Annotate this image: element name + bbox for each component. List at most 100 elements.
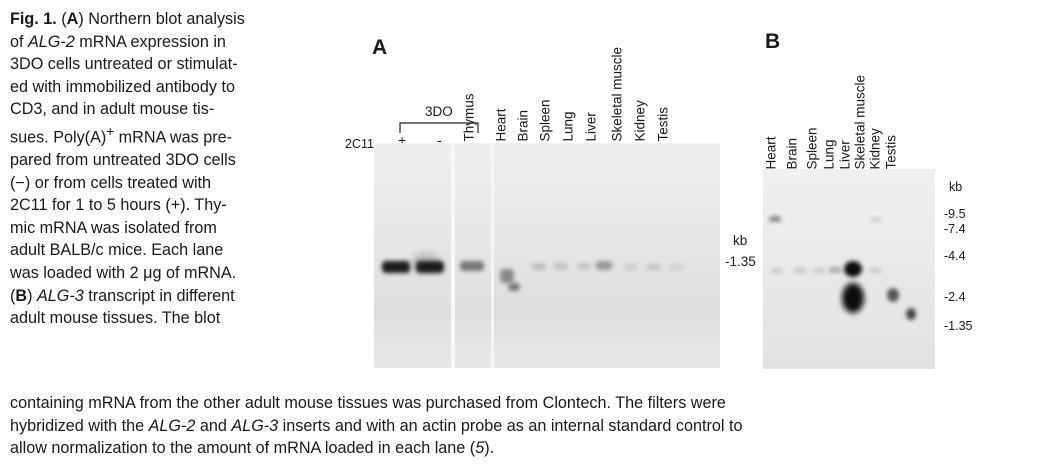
group-bracket bbox=[399, 122, 479, 133]
caption-segment: 3DO cells untreated or stimulat- bbox=[10, 55, 238, 74]
caption-line: CD3, and in adult mouse tis- bbox=[10, 98, 328, 121]
panel-a-letter: A bbox=[372, 36, 388, 59]
lane-label-heart: Heart bbox=[493, 108, 509, 142]
panel-a-kb-unit: kb bbox=[733, 233, 748, 248]
caption-segment: B bbox=[15, 286, 28, 305]
band-testis bbox=[670, 264, 684, 270]
caption-segment: (−) or from cells treated with bbox=[10, 173, 212, 192]
minus-sign: - bbox=[437, 132, 442, 148]
caption-segment: ALG-3 bbox=[36, 286, 84, 305]
band-brain-2-4 bbox=[794, 268, 806, 273]
caption-segment: ( bbox=[61, 10, 67, 28]
lane-label-skeletal-muscle: Skeletal muscle bbox=[852, 74, 868, 170]
caption-line: Fig. 1. (A) Northern blot analysis bbox=[10, 8, 328, 31]
band-3do-plus bbox=[382, 261, 410, 273]
caption-segment: mRNA expression in bbox=[74, 32, 226, 51]
caption-segment: ) Northern blot analysis bbox=[78, 10, 245, 28]
band-liver-1-35 bbox=[842, 283, 864, 313]
panel-b-marker: -2.4 bbox=[944, 290, 966, 304]
caption-line: 3DO cells untreated or stimulat- bbox=[10, 53, 328, 76]
band-skeletal-muscle-7-4 bbox=[871, 217, 881, 222]
lane-separator bbox=[491, 143, 494, 368]
band-kidney bbox=[647, 264, 661, 270]
caption-line: adult BALB/c mice. Each lane bbox=[10, 239, 328, 262]
caption-side: Fig. 1. (A) Northern blot analysis of AL… bbox=[10, 8, 328, 330]
lane-label-testis: Testis bbox=[883, 134, 899, 170]
caption-segment: CD3, and in adult mouse tis- bbox=[10, 100, 215, 119]
caption-line: (−) or from cells treated with bbox=[10, 172, 328, 195]
band-lung bbox=[577, 263, 591, 270]
caption-segment: adult BALB/c mice. Each lane bbox=[10, 241, 224, 260]
caption-segment: ). bbox=[484, 439, 495, 458]
band-heart-7-4 bbox=[769, 216, 781, 222]
panel-b-blot bbox=[763, 169, 935, 369]
panel-b-marker: -9.5 bbox=[944, 207, 966, 221]
lane-label-lung: Lung bbox=[821, 139, 837, 170]
caption-segment: adult mouse tissues. The blot bbox=[10, 309, 221, 328]
group-label-3do: 3DO bbox=[425, 104, 453, 119]
lane-label-kidney: Kidney bbox=[867, 128, 883, 170]
row-label-2c11: 2C11 bbox=[345, 137, 374, 151]
caption-line: containing mRNA from the other adult mou… bbox=[10, 392, 1010, 415]
caption-segment: A bbox=[66, 10, 79, 28]
panel-b-blot-image bbox=[769, 216, 916, 320]
caption-segment: 5 bbox=[475, 439, 485, 458]
panel-b-marker: -1.35 bbox=[944, 319, 973, 333]
lane-label-lung: Lung bbox=[560, 111, 576, 142]
caption-segment: allow normalization to the amount of mRN… bbox=[10, 439, 476, 458]
caption-line: of ALG-2 mRNA expression in bbox=[10, 31, 328, 54]
caption-segment: transcript in different bbox=[83, 286, 235, 305]
caption-segment: ALG-3 bbox=[231, 416, 279, 435]
band-heart-lower bbox=[508, 283, 520, 291]
band-testis-lower bbox=[906, 308, 916, 320]
lane-label-testis: Testis bbox=[655, 106, 671, 142]
figure-label: Fig. 1. bbox=[10, 10, 57, 28]
plus-sign: + bbox=[398, 132, 407, 148]
caption-segment: containing mRNA from the other adult mou… bbox=[10, 394, 726, 412]
band-heart-2-4 bbox=[771, 268, 783, 273]
caption-side-rest: of ALG-2 mRNA expression in 3DO cells unt… bbox=[10, 31, 328, 330]
caption-line: allow normalization to the amount of mRN… bbox=[10, 437, 1010, 460]
lane-label-brain: Brain bbox=[784, 137, 800, 170]
caption-bottom: containing mRNA from the other adult mou… bbox=[10, 392, 1010, 460]
band-liver bbox=[596, 261, 612, 270]
caption-segment: inserts and with an actin probe as an in… bbox=[278, 416, 743, 435]
band-spleen-2-4 bbox=[813, 268, 825, 273]
caption-segment: ALG-2 bbox=[28, 32, 75, 51]
caption-line: mic mRNA was isolated from bbox=[10, 217, 328, 240]
caption-segment: ( bbox=[10, 286, 16, 305]
lane-label-liver: Liver bbox=[837, 140, 853, 170]
panel-b-marker: -4.4 bbox=[944, 249, 966, 263]
caption-line: hybridized with the ALG-2 and ALG-3 inse… bbox=[10, 415, 1010, 438]
panel-b-kb-unit: kb bbox=[949, 180, 963, 194]
caption-segment: mic mRNA was isolated from bbox=[10, 218, 217, 237]
band-kidney-1-35 bbox=[887, 288, 899, 302]
band-spleen bbox=[554, 263, 568, 270]
caption-segment: mRNA was pre- bbox=[114, 128, 232, 147]
lane-label-brain: Brain bbox=[515, 109, 531, 142]
lane-label-spleen: Spleen bbox=[537, 99, 553, 142]
band-liver-2-4 bbox=[844, 261, 862, 277]
lane-label-heart: Heart bbox=[763, 136, 779, 170]
lane-label-kidney: Kidney bbox=[632, 100, 648, 142]
caption-segment: ) bbox=[27, 286, 37, 305]
caption-line: 2C11 for 1 to 5 hours (+). Thy- bbox=[10, 194, 328, 217]
lane-label-thymus: Thymus bbox=[461, 93, 477, 142]
caption-segment: and bbox=[195, 416, 232, 435]
caption-segment: + bbox=[106, 123, 115, 139]
caption-line: (B) ALG-3 transcript in different bbox=[10, 285, 328, 308]
caption-line: ed with immobilized antibody to bbox=[10, 76, 328, 99]
lane-label-spleen: Spleen bbox=[804, 127, 820, 170]
caption-segment: ed with immobilized antibody to bbox=[10, 77, 235, 96]
panel-b-letter: B bbox=[765, 30, 781, 53]
caption-line: was loaded with 2 μg of mRNA. bbox=[10, 262, 328, 285]
band-heart bbox=[500, 269, 514, 283]
band-skeletal-muscle bbox=[624, 264, 638, 270]
panel-a-blot bbox=[374, 143, 720, 368]
caption-segment: hybridized with the bbox=[10, 416, 149, 435]
caption-segment: of bbox=[10, 32, 28, 51]
caption-segment: 2C11 for 1 to 5 hours (+). Thy- bbox=[10, 196, 227, 215]
caption-line: adult mouse tissues. The blot bbox=[10, 307, 328, 330]
band-skeletal-muscle-2-4 bbox=[869, 268, 881, 273]
lane-label-skeletal-muscle: Skeletal muscle bbox=[609, 46, 625, 142]
